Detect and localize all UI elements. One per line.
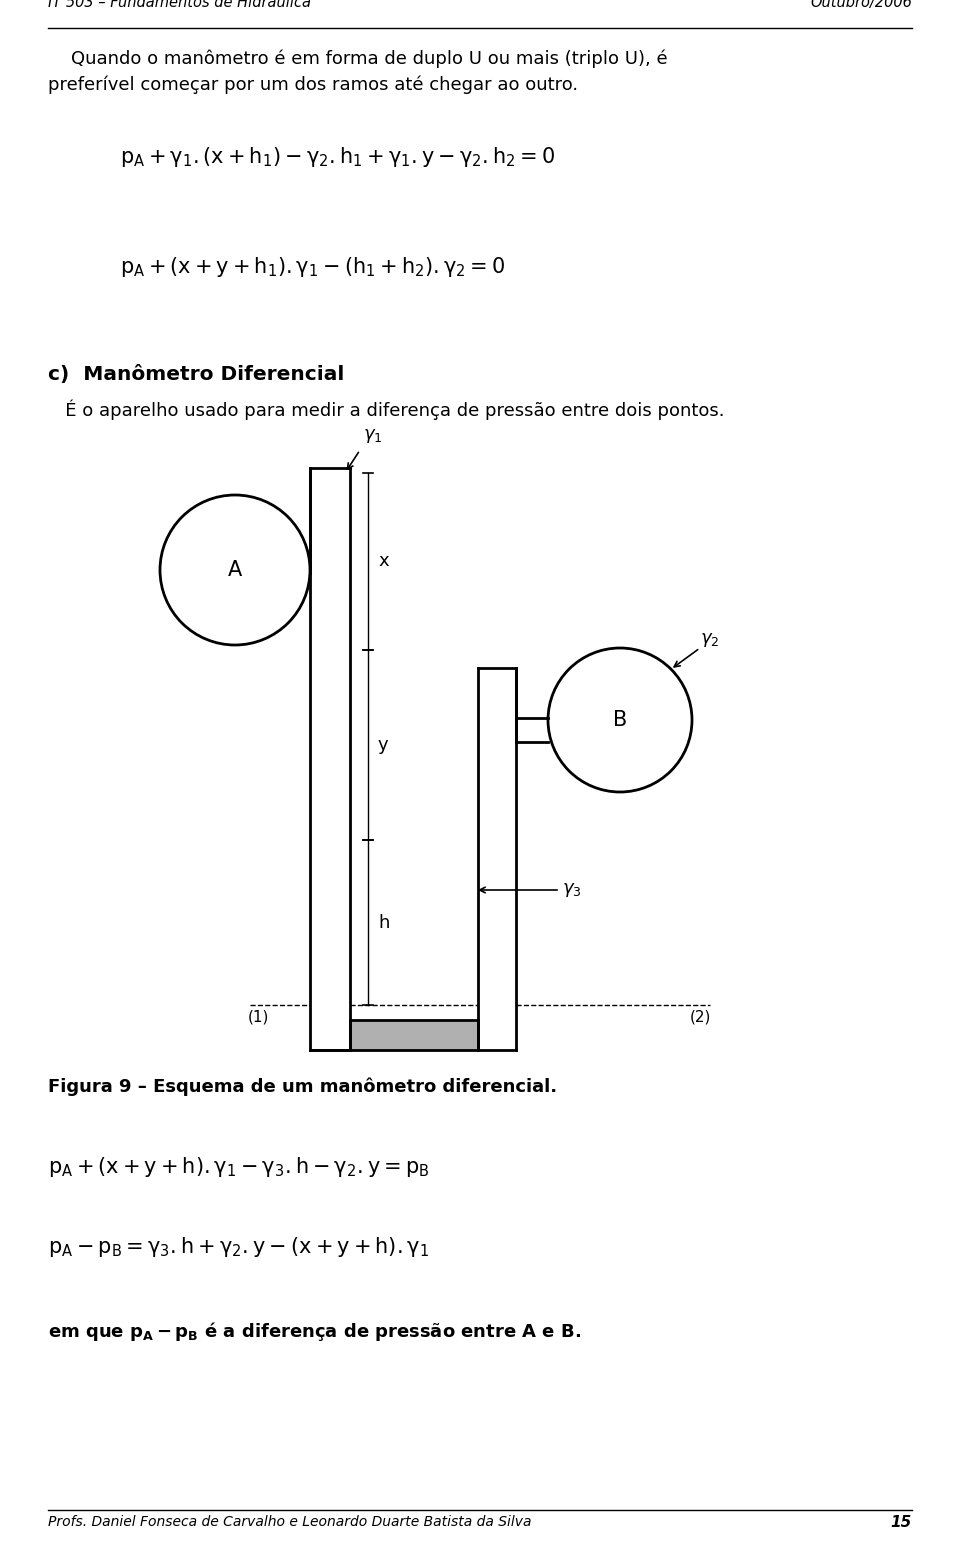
Text: em que $\mathregular{p_A - p_B}$ é a diferença de pressão entre A e B.: em que $\mathregular{p_A - p_B}$ é a dif… [48,1320,581,1344]
Text: Figura 9 – Esquema de um manômetro diferencial.: Figura 9 – Esquema de um manômetro difer… [48,1077,557,1096]
Text: $\mathregular{p_A + (x + y + h). \gamma_1 - \gamma_3 .h - \gamma_2 .y = p_B}$: $\mathregular{p_A + (x + y + h). \gamma_… [48,1155,429,1180]
Text: $\mathregular{p_A + (x + y + h_1). \gamma_1 - (h_1 + h_2). \gamma_2 = 0}$: $\mathregular{p_A + (x + y + h_1). \gamm… [120,255,505,279]
Text: (1): (1) [248,1009,269,1025]
Text: x: x [378,553,389,571]
Text: preferível começar por um dos ramos até chegar ao outro.: preferível começar por um dos ramos até … [48,74,578,93]
Text: (2): (2) [689,1009,710,1025]
Text: Outubro/2006: Outubro/2006 [810,0,912,9]
Text: Profs. Daniel Fonseca de Carvalho e Leonardo Duarte Batista da Silva: Profs. Daniel Fonseca de Carvalho e Leon… [48,1515,532,1529]
Text: B: B [612,711,627,731]
Text: y: y [378,735,389,754]
Text: $\mathregular{p_A - p_B = \gamma_3 .h + \gamma_2 .y - (x + y + h). \gamma_1}$: $\mathregular{p_A - p_B = \gamma_3 .h + … [48,1235,429,1259]
Text: IT 503 – Fundamentos de Hidráulica: IT 503 – Fundamentos de Hidráulica [48,0,311,9]
Text: $\gamma_2$: $\gamma_2$ [700,632,719,649]
Text: h: h [378,913,390,932]
Text: c)  Manômetro Diferencial: c) Manômetro Diferencial [48,365,345,384]
Bar [350,1020,478,1050]
Text: 15: 15 [891,1515,912,1529]
Text: $\gamma_1$: $\gamma_1$ [363,427,382,444]
Text: É o aparelho usado para medir a diferença de pressão entre dois pontos.: É o aparelho usado para medir a diferenç… [48,399,725,421]
Text: $\mathregular{p_A + \gamma_1 .(x + h_1) - \gamma_2 .h_1 + \gamma_1 .y - \gamma_2: $\mathregular{p_A + \gamma_1 .(x + h_1) … [120,146,555,169]
Text: A: A [228,560,242,580]
Text: $\gamma_3$: $\gamma_3$ [562,881,582,899]
Text: Quando o manômetro é em forma de duplo U ou mais (triplo U), é: Quando o manômetro é em forma de duplo U… [48,50,667,68]
